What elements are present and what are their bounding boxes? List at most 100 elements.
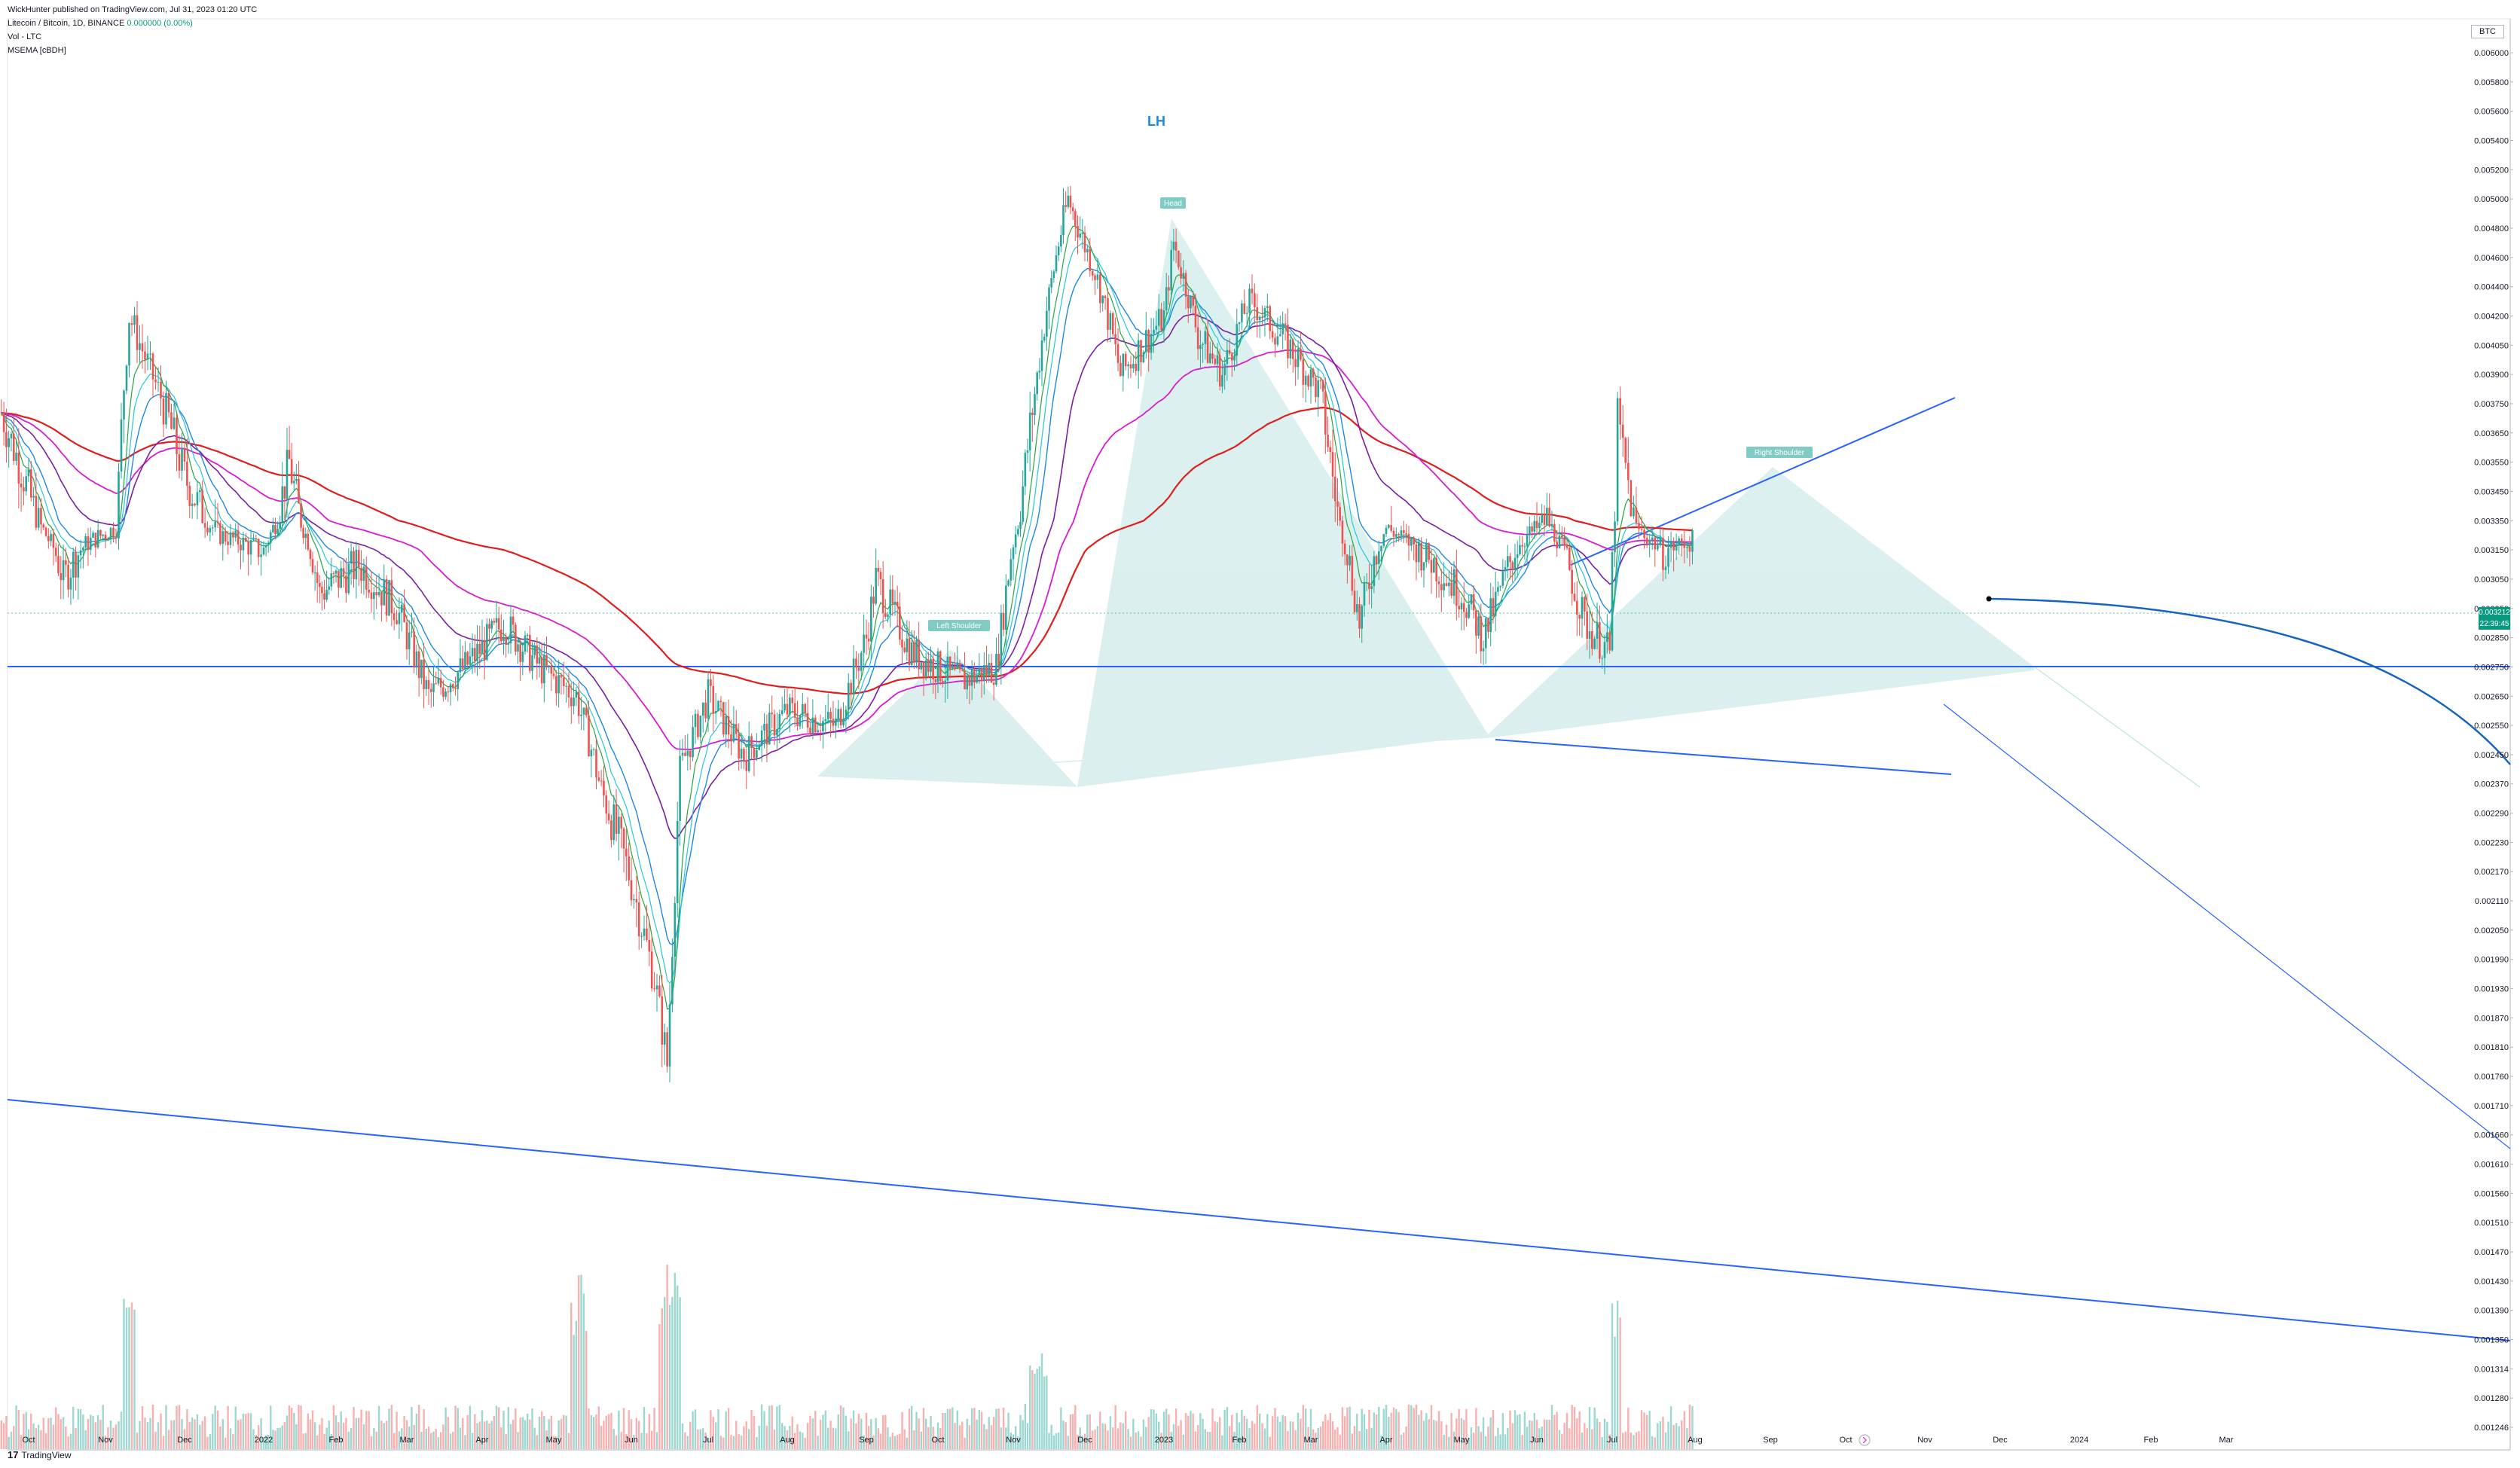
candle-up [1034, 386, 1036, 426]
volume-bar [37, 1424, 40, 1449]
candle-body [722, 702, 725, 735]
candle-body [536, 645, 539, 664]
volume-bar [439, 1432, 442, 1449]
candle-down [666, 1027, 668, 1073]
volume-bar [234, 1406, 237, 1449]
volume-bar [877, 1428, 880, 1449]
time-axis[interactable]: Oct Nov Dec 2022 Feb Mar Apr May Jun Jul Aug Sep Oct… [22, 1436, 2233, 1445]
candle-down [478, 625, 481, 670]
candle-down [505, 633, 507, 658]
candle-up [272, 517, 274, 534]
candle-up [109, 526, 112, 545]
volume-bar [990, 1425, 993, 1449]
volume-bar [1261, 1423, 1263, 1449]
candle-body [437, 678, 440, 684]
candle-down [454, 676, 457, 696]
volume-bar [258, 1425, 260, 1449]
candle-body [1648, 539, 1651, 545]
candle-down [1324, 377, 1327, 454]
candle-up [860, 650, 863, 680]
price-tick-label: 0.002230 [2474, 838, 2509, 847]
volume-bar [1526, 1427, 1529, 1449]
candle-body [1691, 530, 1694, 552]
candle-up [1468, 595, 1470, 620]
volume-bar [704, 1432, 707, 1449]
candle-up [459, 639, 462, 681]
candle-body [154, 379, 157, 383]
candle-up [25, 468, 28, 496]
candle-body [1026, 450, 1029, 453]
candle-up [835, 707, 837, 739]
candle-up [1588, 610, 1591, 659]
candle-up [517, 639, 519, 664]
candle-body [1221, 375, 1223, 387]
volume-bar [1535, 1419, 1538, 1449]
volume-bar [1147, 1417, 1150, 1449]
candle-body [423, 659, 425, 689]
volume-bar [968, 1425, 971, 1449]
candle-body [1048, 287, 1050, 311]
candle-body [1263, 308, 1266, 318]
candle-body [1046, 310, 1048, 337]
candle-body [442, 687, 444, 697]
candle-down [1458, 590, 1460, 618]
replay-icon[interactable] [1859, 1434, 1871, 1446]
candle-body [1535, 520, 1538, 529]
time-tick-label: Aug [1688, 1436, 1703, 1445]
candle-up [1504, 560, 1507, 581]
volume-bar [1119, 1422, 1122, 1449]
candle-down [244, 533, 247, 543]
candle-up [1043, 333, 1046, 343]
candle-down [35, 472, 38, 531]
candle-down [1336, 478, 1339, 526]
volume-bar [646, 1433, 648, 1449]
volume-bar [375, 1431, 377, 1449]
candle-body [234, 530, 237, 538]
candle-down [829, 707, 832, 737]
candle-body [595, 749, 597, 778]
candle-body [242, 537, 245, 551]
volume-bar [358, 1418, 360, 1449]
volume-bar [633, 1434, 635, 1449]
volume-bar [388, 1408, 390, 1449]
candle-body [17, 452, 20, 484]
candle-body [1550, 523, 1553, 526]
volume-bar [781, 1423, 783, 1449]
candle-body [668, 1004, 671, 1067]
volume-bar [136, 1432, 139, 1449]
volume-bar [1638, 1431, 1640, 1449]
volume-bar [1339, 1435, 1341, 1449]
volume-bar [75, 1428, 77, 1449]
volume-bar [365, 1411, 368, 1449]
candle-body [1269, 306, 1272, 331]
price-tick-label: 0.001470 [2474, 1248, 2509, 1257]
time-tick-label: 2022 [255, 1436, 273, 1445]
candle-body [128, 322, 130, 366]
candle-body [867, 638, 870, 642]
volume-bar [1135, 1433, 1137, 1449]
candle-down [865, 619, 868, 655]
candle-up [1309, 365, 1312, 404]
candle-up [420, 659, 423, 685]
volume-bar [417, 1404, 420, 1449]
price-axis[interactable]: 0.0060000.0058000.0056000.0054000.005200… [2474, 49, 2513, 1433]
price-tick-label: 0.004600 [2474, 254, 2509, 263]
candle-up [740, 732, 743, 769]
candle-body [1659, 537, 1662, 545]
candle-body [1178, 250, 1180, 267]
volume-bar [1470, 1427, 1473, 1449]
candle-down [115, 528, 118, 545]
candle-body [1509, 556, 1511, 563]
candle-body [640, 935, 643, 937]
candle-body [1236, 324, 1239, 356]
volume-bar [889, 1436, 891, 1449]
candle-up [355, 542, 358, 599]
candle-up [531, 642, 533, 680]
candle-up [1363, 575, 1366, 618]
volume-bar [570, 1302, 573, 1449]
candle-down [804, 703, 807, 719]
candle-up [1489, 582, 1492, 647]
volume-bar [181, 1418, 183, 1449]
candle-down [370, 571, 373, 613]
